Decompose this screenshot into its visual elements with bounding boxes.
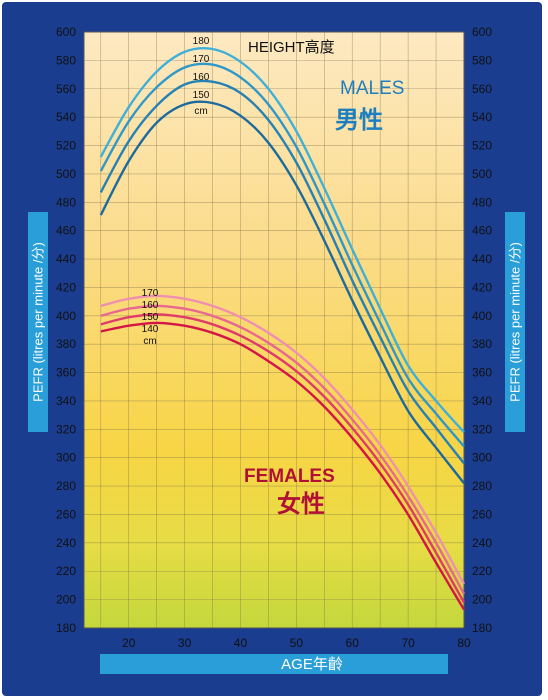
left-axis-band	[28, 212, 48, 432]
x-tick-label: 60	[346, 636, 360, 650]
y-tick-label-left: 380	[56, 337, 76, 351]
y-ticks-right: 180 200 220 240 260 280 300 320 340 360 380 400 420 4…	[472, 25, 492, 635]
y-tick-label-right: 560	[472, 82, 492, 96]
female-height-label: 140	[142, 324, 159, 335]
y-tick-label-left: 500	[56, 167, 76, 181]
y-tick-label-left: 580	[56, 53, 76, 67]
right-axis-band	[505, 212, 525, 432]
y-tick-label-right: 520	[472, 139, 492, 153]
y-tick-label-right: 360	[472, 366, 492, 380]
y-tick-label-right: 400	[472, 309, 492, 323]
y-tick-label-left: 400	[56, 309, 76, 323]
male-height-label: 160	[193, 72, 210, 83]
left-axis-title: PEFR (litres per minute /分)	[31, 242, 46, 402]
y-tick-label-right: 600	[472, 25, 492, 39]
y-tick-label-left: 420	[56, 280, 76, 294]
y-tick-label-right: 420	[472, 280, 492, 294]
plot-background	[84, 32, 464, 628]
y-tick-label-right: 200	[472, 593, 492, 607]
right-axis-title: PEFR (litres per minute /分)	[508, 242, 523, 402]
y-tick-label-right: 480	[472, 195, 492, 209]
y-tick-label-left: 540	[56, 110, 76, 124]
female-height-label: 160	[142, 300, 159, 311]
x-axis-title: AGE年齡	[281, 656, 343, 673]
y-tick-label-right: 380	[472, 337, 492, 351]
male-height-label: 180	[193, 36, 210, 47]
y-tick-label-right: 320	[472, 422, 492, 436]
x-tick-label: 80	[457, 636, 471, 650]
females-label-cn: 女性	[277, 490, 325, 518]
y-tick-label-left: 460	[56, 224, 76, 238]
y-tick-label-left: 280	[56, 479, 76, 493]
y-tick-label-right: 220	[472, 564, 492, 578]
y-tick-label-left: 440	[56, 252, 76, 266]
y-tick-label-right: 540	[472, 110, 492, 124]
female-height-label: cm	[143, 336, 156, 347]
y-tick-label-left: 320	[56, 422, 76, 436]
height-legend-label: HEIGHT高度	[248, 39, 335, 56]
y-tick-label-left: 340	[56, 394, 76, 408]
x-tick-label: 30	[178, 636, 192, 650]
female-height-label: 150	[142, 312, 159, 323]
y-tick-label-left: 240	[56, 536, 76, 550]
female-series-line	[100, 313, 466, 604]
x-tick-label: 70	[401, 636, 415, 650]
y-tick-label-right: 180	[472, 621, 492, 635]
males-label-cn: 男性	[335, 106, 383, 134]
y-tick-label-left: 220	[56, 564, 76, 578]
x-tick-label: 50	[290, 636, 304, 650]
y-tick-label-left: 200	[56, 593, 76, 607]
y-tick-label-left: 520	[56, 139, 76, 153]
y-tick-label-right: 340	[472, 394, 492, 408]
y-tick-label-left: 600	[56, 25, 76, 39]
y-tick-label-right: 280	[472, 479, 492, 493]
y-tick-label-right: 440	[472, 252, 492, 266]
y-tick-label-left: 560	[56, 82, 76, 96]
male-height-labels: 180 170 160 150 cm	[193, 36, 210, 117]
series-lines	[99, 47, 466, 611]
y-tick-label-right: 580	[472, 53, 492, 67]
y-tick-label-right: 260	[472, 507, 492, 521]
plot-border	[83, 31, 465, 629]
male-series-line	[99, 79, 465, 465]
y-tick-label-left: 180	[56, 621, 76, 635]
male-series-line	[99, 100, 465, 485]
males-label: MALES	[340, 78, 404, 99]
x-axis-band	[100, 654, 448, 674]
male-series-line	[99, 62, 465, 448]
y-tick-label-left: 260	[56, 507, 76, 521]
y-tick-label-left: 360	[56, 366, 76, 380]
male-height-label: 170	[193, 54, 210, 65]
x-tick-label: 40	[234, 636, 248, 650]
male-height-label: 150	[193, 90, 210, 101]
y-tick-label-right: 300	[472, 451, 492, 465]
grid	[83, 31, 465, 629]
male-height-label: cm	[194, 106, 207, 117]
x-ticks: 20 30 40 50 60 70 80	[122, 636, 471, 650]
y-tick-label-left: 480	[56, 195, 76, 209]
y-ticks-left: 180 200 220 240 260 280 300 320 340 360 380 400 420 4…	[56, 25, 76, 635]
x-tick-label: 20	[122, 636, 136, 650]
male-series-line	[99, 47, 465, 434]
female-series-line	[100, 304, 466, 595]
y-tick-label-left: 300	[56, 451, 76, 465]
female-series-line	[100, 294, 466, 585]
y-tick-label-right: 460	[472, 224, 492, 238]
y-tick-label-right: 240	[472, 536, 492, 550]
female-height-label: 170	[142, 288, 159, 299]
y-tick-label-right: 500	[472, 167, 492, 181]
females-label: FEMALES	[244, 466, 335, 487]
female-series-line	[100, 321, 466, 611]
